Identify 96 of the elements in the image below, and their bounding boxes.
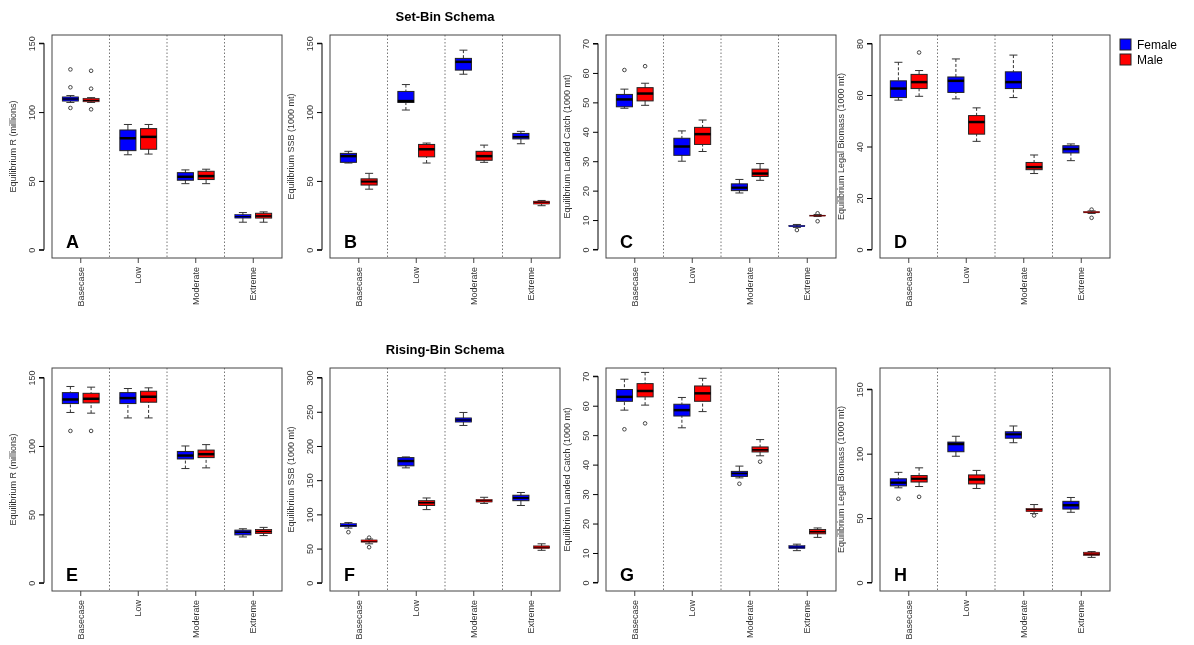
x-tick-label: Basecase	[75, 267, 86, 307]
legend-label: Male	[1137, 53, 1164, 67]
annotation: H	[894, 565, 907, 585]
x-tick-label: Low	[687, 266, 698, 284]
y-tick-label: 60	[581, 68, 591, 79]
y-tick-label: 150	[27, 370, 37, 386]
chart-title: Rising-Bin Schema	[385, 342, 505, 357]
x-tick-label: Basecase	[903, 267, 914, 307]
x-tick-label: Low	[411, 266, 422, 284]
annotation: B	[344, 232, 357, 252]
annotation: A	[66, 232, 79, 252]
annotation: C	[620, 232, 633, 252]
annotation: G	[620, 565, 635, 585]
x-tick-label: Basecase	[353, 600, 364, 640]
y-tick-label: 100	[855, 446, 865, 462]
y-tick-label: 0	[305, 580, 315, 586]
y-tick-label: 80	[855, 38, 865, 50]
x-tick-label: Moderate	[468, 267, 479, 306]
y-tick-label: 100	[305, 105, 315, 121]
y-tick-label: 20	[581, 519, 591, 530]
y-tick-label: 40	[581, 460, 591, 471]
y-tick-label: 50	[305, 176, 315, 187]
x-tick-label: Low	[687, 599, 698, 617]
y-tick-label: 150	[305, 36, 315, 52]
y-axis-title: Equilibrium R (millions)	[8, 100, 18, 193]
y-axis-title: Equilibrium Landed Catch (1000 mt)	[562, 407, 572, 552]
y-tick-label: 50	[581, 97, 591, 108]
y-tick-label: 150	[855, 382, 865, 398]
x-tick-label: Moderate	[190, 267, 201, 306]
y-axis-title: Equilibrium Legal Biomass (1000 mt)	[836, 72, 846, 221]
y-tick-label: 30	[581, 489, 591, 500]
y-tick-label: 70	[581, 39, 591, 50]
annotation: D	[894, 232, 907, 252]
y-axis-title: Equilibrium SSB (1000 mt)	[286, 93, 296, 200]
y-tick-label: 0	[305, 247, 315, 253]
x-tick-label: Moderate	[744, 267, 755, 306]
y-tick-label: 50	[305, 544, 315, 555]
chart-title: Set-Bin Schema	[395, 9, 496, 24]
y-tick-label: 0	[855, 247, 865, 253]
x-tick-label: Low	[961, 599, 972, 617]
x-tick-label: Low	[133, 599, 144, 617]
x-tick-label: Extreme	[526, 600, 537, 634]
y-tick-label: 50	[855, 513, 865, 524]
y-tick-label: 50	[27, 509, 37, 520]
x-tick-label: Extreme	[802, 267, 813, 301]
x-tick-label: Extreme	[802, 600, 813, 634]
x-tick-label: Basecase	[353, 267, 364, 307]
y-tick-label: 200	[305, 438, 315, 454]
x-tick-label: Extreme	[248, 600, 259, 634]
x-tick-label: Low	[411, 599, 422, 617]
legend-label: Female	[1137, 38, 1178, 52]
x-tick-label: Moderate	[1018, 267, 1029, 306]
x-tick-label: Basecase	[629, 600, 640, 640]
y-tick-label: 40	[581, 127, 591, 138]
x-tick-label: Basecase	[629, 267, 640, 307]
y-tick-label: 20	[855, 193, 865, 204]
y-axis-title: Equilibrium Landed Catch (1000 mt)	[562, 74, 572, 219]
y-tick-label: 50	[581, 430, 591, 441]
y-tick-label: 0	[855, 580, 865, 586]
y-tick-label: 0	[27, 247, 37, 253]
y-tick-label: 100	[27, 105, 37, 121]
y-tick-label: 60	[581, 401, 591, 412]
annotation: F	[344, 565, 355, 585]
y-tick-label: 10	[581, 548, 591, 559]
y-tick-label: 60	[855, 90, 865, 101]
x-tick-label: Basecase	[75, 600, 86, 640]
x-tick-label: Low	[133, 266, 144, 284]
y-axis-title: Equilibrium R (millions)	[8, 433, 18, 526]
x-tick-label: Low	[961, 266, 972, 284]
annotation: E	[66, 565, 79, 585]
x-tick-label: Extreme	[1076, 600, 1087, 634]
y-tick-label: 50	[27, 176, 37, 187]
y-tick-label: 150	[305, 473, 315, 489]
x-tick-label: Moderate	[1018, 600, 1029, 639]
x-tick-label: Extreme	[526, 267, 537, 301]
x-tick-label: Basecase	[903, 600, 914, 640]
y-tick-label: 0	[581, 580, 591, 586]
y-tick-label: 250	[305, 404, 315, 420]
x-tick-label: Extreme	[1076, 267, 1087, 301]
y-tick-label: 0	[27, 580, 37, 586]
x-tick-label: Extreme	[248, 267, 259, 301]
y-tick-label: 150	[27, 36, 37, 52]
x-tick-label: Moderate	[468, 600, 479, 639]
y-tick-label: 100	[305, 507, 315, 523]
x-tick-label: Moderate	[744, 600, 755, 639]
y-axis-title: Equilibrium Legal Biomass (1000 mt)	[836, 405, 846, 554]
y-axis-title: Equilibrium SSB (1000 mt)	[286, 426, 296, 533]
y-tick-label: 0	[581, 247, 591, 253]
y-tick-label: 100	[27, 438, 37, 454]
y-tick-label: 10	[581, 215, 591, 226]
y-tick-label: 20	[581, 186, 591, 197]
y-tick-label: 30	[581, 156, 591, 167]
y-tick-label: 300	[305, 370, 315, 386]
x-tick-label: Moderate	[190, 600, 201, 639]
y-tick-label: 70	[581, 371, 591, 382]
y-tick-label: 40	[855, 141, 865, 153]
